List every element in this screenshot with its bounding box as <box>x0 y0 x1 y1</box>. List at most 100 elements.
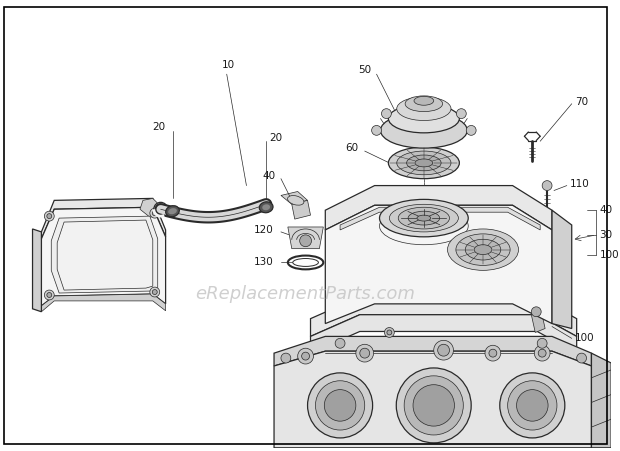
Text: 30: 30 <box>600 230 613 240</box>
Ellipse shape <box>397 97 451 120</box>
Ellipse shape <box>456 234 510 266</box>
Polygon shape <box>42 294 166 312</box>
Text: 70: 70 <box>575 97 588 107</box>
Circle shape <box>47 293 51 298</box>
Circle shape <box>153 211 157 216</box>
Circle shape <box>150 287 160 297</box>
Polygon shape <box>57 220 153 290</box>
Text: 100: 100 <box>600 249 619 260</box>
Polygon shape <box>591 353 611 448</box>
Circle shape <box>45 211 54 221</box>
Ellipse shape <box>262 204 270 210</box>
Polygon shape <box>292 200 311 219</box>
Circle shape <box>47 214 51 219</box>
Circle shape <box>298 348 314 364</box>
Circle shape <box>384 327 394 337</box>
Circle shape <box>150 208 160 218</box>
Circle shape <box>404 376 463 435</box>
Circle shape <box>489 349 497 357</box>
Circle shape <box>324 390 356 421</box>
Ellipse shape <box>379 199 468 237</box>
Ellipse shape <box>388 104 459 133</box>
Circle shape <box>154 202 167 216</box>
Ellipse shape <box>408 211 440 225</box>
Circle shape <box>360 348 370 358</box>
Circle shape <box>456 109 466 119</box>
Circle shape <box>516 390 548 421</box>
Text: 50: 50 <box>358 65 371 75</box>
Circle shape <box>577 353 587 363</box>
Circle shape <box>308 373 373 438</box>
Polygon shape <box>311 297 577 336</box>
Ellipse shape <box>474 245 492 254</box>
Ellipse shape <box>417 215 431 221</box>
Circle shape <box>538 338 547 348</box>
Text: 110: 110 <box>570 179 590 189</box>
Polygon shape <box>326 185 552 230</box>
Ellipse shape <box>414 97 434 105</box>
Circle shape <box>371 125 381 135</box>
Polygon shape <box>51 216 157 293</box>
Ellipse shape <box>407 155 441 171</box>
Polygon shape <box>274 351 591 448</box>
Circle shape <box>356 344 374 362</box>
Polygon shape <box>326 205 552 323</box>
Ellipse shape <box>465 239 501 260</box>
Circle shape <box>434 341 453 360</box>
Polygon shape <box>340 207 540 230</box>
Text: 40: 40 <box>600 205 613 215</box>
Text: 20: 20 <box>153 122 166 133</box>
Circle shape <box>466 125 476 135</box>
Circle shape <box>335 338 345 348</box>
Text: 10: 10 <box>222 60 235 70</box>
Circle shape <box>387 330 392 335</box>
Ellipse shape <box>415 159 433 167</box>
Circle shape <box>381 109 391 119</box>
Circle shape <box>438 344 450 356</box>
Polygon shape <box>311 315 577 353</box>
Circle shape <box>299 235 311 247</box>
Polygon shape <box>32 229 42 312</box>
Circle shape <box>316 381 365 430</box>
Text: 100: 100 <box>575 333 595 343</box>
Ellipse shape <box>288 196 304 205</box>
Ellipse shape <box>389 204 458 232</box>
Text: 130: 130 <box>254 258 274 267</box>
Polygon shape <box>531 311 545 332</box>
Polygon shape <box>552 210 572 328</box>
Circle shape <box>508 381 557 430</box>
Circle shape <box>281 353 291 363</box>
Circle shape <box>538 349 546 357</box>
Text: 60: 60 <box>346 143 359 153</box>
Polygon shape <box>42 198 166 239</box>
Circle shape <box>485 345 501 361</box>
Ellipse shape <box>381 113 467 148</box>
Text: 120: 120 <box>254 225 274 235</box>
Ellipse shape <box>388 147 459 179</box>
Ellipse shape <box>405 96 443 112</box>
Ellipse shape <box>259 202 273 213</box>
Ellipse shape <box>168 208 177 214</box>
Circle shape <box>153 290 157 295</box>
Ellipse shape <box>166 206 179 217</box>
Text: eReplacementParts.com: eReplacementParts.com <box>196 285 415 303</box>
Polygon shape <box>288 227 323 249</box>
Polygon shape <box>274 336 591 366</box>
Circle shape <box>413 385 454 426</box>
Ellipse shape <box>448 229 518 270</box>
Circle shape <box>542 181 552 190</box>
Text: 40: 40 <box>263 171 276 181</box>
Circle shape <box>396 368 471 443</box>
Circle shape <box>534 345 550 361</box>
Polygon shape <box>140 198 160 217</box>
Circle shape <box>157 205 165 213</box>
Circle shape <box>531 307 541 317</box>
Circle shape <box>302 352 309 360</box>
Polygon shape <box>42 207 166 306</box>
Polygon shape <box>281 192 308 204</box>
Circle shape <box>500 373 565 438</box>
Circle shape <box>45 290 54 300</box>
Ellipse shape <box>398 207 450 229</box>
Text: 20: 20 <box>269 133 282 143</box>
Ellipse shape <box>397 151 451 175</box>
